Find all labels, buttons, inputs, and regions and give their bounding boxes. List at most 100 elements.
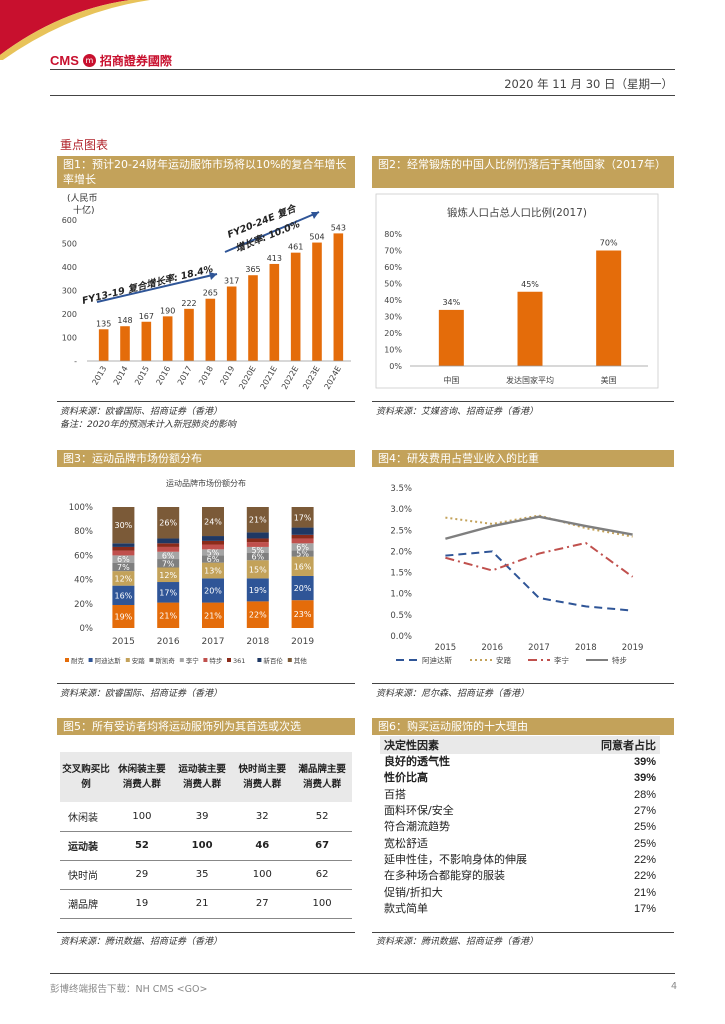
table-row: 延申性佳，不影响身体的伸展 22% xyxy=(380,852,660,868)
fig3-bar-segment xyxy=(112,543,135,547)
fig1-x-tick: 2023E xyxy=(301,365,322,392)
fig3-bar-segment xyxy=(112,546,135,551)
fig1-bar xyxy=(162,316,173,361)
fig4-series-line xyxy=(445,550,633,612)
fig3-bar-segment xyxy=(246,560,269,579)
fig3-x-tick: 2016 xyxy=(157,637,180,647)
fig3-data-label: 6% xyxy=(207,555,220,564)
fig2-chart: 锻炼人口占总人口比例(2017) 0% 10% 20% 30% 40% 50% 60% 70%… xyxy=(375,193,659,389)
fig5-cell: 39 xyxy=(171,802,233,832)
fig1-arrow1-head xyxy=(209,272,217,280)
logo-mark-icon: m xyxy=(82,54,96,67)
fig1-data-label: 504 xyxy=(309,233,324,242)
fig1-x-tick: 2019 xyxy=(218,365,236,387)
fig1-x-tick: 2015 xyxy=(133,365,151,387)
fig1-bar xyxy=(141,321,152,361)
fig1-y-tick: - xyxy=(74,357,77,366)
fig2-y-tick: 0% xyxy=(389,362,402,371)
fig6-table: 决定性因素 同意者占比 良好的透气性 39% 性价比高 39% 百搭 28% 面料环保/安全… xyxy=(380,736,660,917)
fig3-y-tick: 100% xyxy=(69,503,93,513)
fig6-title: 图6：购买运动服饰的十大理由 xyxy=(372,718,674,735)
fig6-share: 39% xyxy=(633,756,656,769)
fig1-data-label: 413 xyxy=(267,254,282,263)
fig3-bar-segment xyxy=(157,546,180,552)
table-row: 宽松舒适 25% xyxy=(380,835,660,851)
fig2-y-tick: 80% xyxy=(384,230,402,239)
fig4-source: 资料来源：尼尔森、招商证券（香港） xyxy=(376,689,530,699)
fig3-legend-swatch xyxy=(179,658,184,662)
fig3-bar-segment xyxy=(246,532,269,539)
fig1-bar xyxy=(248,275,258,361)
fig3-data-label: 12% xyxy=(115,574,133,583)
fig3-data-label: 5% xyxy=(207,548,220,557)
fig5-col-header: 休闲装主要消费人群 xyxy=(112,752,172,802)
fig1-y-tick: 400 xyxy=(62,263,77,272)
fig3-data-label: 17% xyxy=(159,588,177,597)
fig1-bar xyxy=(98,329,109,361)
fig1-bar xyxy=(333,233,344,361)
fig3-bar-segment xyxy=(157,567,180,583)
fig3-bar-segment xyxy=(157,559,180,568)
fig2-bar xyxy=(596,250,622,366)
fig6-reason: 性价比高 xyxy=(384,771,428,785)
fig1-bar xyxy=(290,252,301,361)
fig3-legend-swatch xyxy=(227,658,231,662)
fig6-reason: 宽松舒适 xyxy=(384,836,428,850)
fig2-y-tick: 60% xyxy=(384,263,402,272)
fig3-bar-segment xyxy=(157,543,180,547)
fig1-bar xyxy=(226,286,237,361)
company-logo: CMS m 招商證券國際 xyxy=(50,52,172,69)
fig4-series-line xyxy=(445,541,634,578)
fig3-bar-segment xyxy=(202,540,224,545)
fig1-x-tick: 2022E xyxy=(280,365,301,392)
fig4-y-tick: 2.0% xyxy=(390,547,412,557)
table-row: 良好的透气性 39% xyxy=(380,754,660,770)
fig5-table: 交叉购买比例 休闲装主要消费人群 运动装主要消费人群 快时尚主要消费人群 潮品牌… xyxy=(60,752,352,919)
header-rule xyxy=(50,69,675,70)
fig3-legend-swatch xyxy=(203,658,208,662)
fig2-data-label: 70% xyxy=(600,239,618,248)
table-row: 款式简单 17% xyxy=(380,901,660,917)
fig3-chart: 运动品牌市场份额分布 0% 20% 40% 60% 80% 100% 19% 16% 12% 7… xyxy=(65,478,314,665)
fig4-y-tick: 1.0% xyxy=(390,590,412,600)
fig2-title: 图2：经常锻炼的中国人比例仍落后于其他国家（2017年） xyxy=(372,156,674,188)
fig6-bottom-rule xyxy=(372,932,674,933)
fig3-data-label: 6% xyxy=(251,553,264,562)
fig5-cell: 100 xyxy=(171,831,233,861)
fig3-bar-segment xyxy=(157,582,180,603)
fig3-legend-label: 安踏 xyxy=(132,656,146,665)
fig3-y-tick: 0% xyxy=(80,624,94,634)
fig5-cell: 62 xyxy=(292,860,352,890)
table-row: 在多种场合都能穿的服装 22% xyxy=(380,868,660,884)
fig5-col-header: 运动装主要消费人群 xyxy=(171,752,233,802)
fig6-share: 22% xyxy=(633,853,656,866)
fig5-row-label: 运动装 xyxy=(60,831,112,861)
fig1-bar xyxy=(205,298,216,361)
fig6-header-row: 决定性因素 同意者占比 xyxy=(380,736,660,754)
fig1-x-tick: 2020E xyxy=(237,365,258,392)
fig1-data-label: 265 xyxy=(203,289,218,298)
fig3-bar-segment xyxy=(246,552,269,561)
fig3-y-tick: 80% xyxy=(74,527,93,537)
fig1-data-label: 543 xyxy=(331,223,346,232)
report-date: 2020 年 11 月 30 日（星期一） xyxy=(504,77,673,91)
fig3-legend-label: 阿迪达斯 xyxy=(95,656,122,665)
fig2-bar xyxy=(438,309,464,366)
fig2-source: 资料来源：艾媒咨询、招商证券（香港） xyxy=(376,407,539,417)
logo-chinese: 招商證券國際 xyxy=(99,54,172,68)
fig6-share: 21% xyxy=(633,886,656,899)
fig3-legend-label: 特步 xyxy=(209,656,223,665)
fig6-share: 27% xyxy=(633,805,656,818)
fig2-x-tick: 中国 xyxy=(443,375,459,385)
fig4-y-tick: 1.5% xyxy=(390,569,412,579)
fig4-y-tick: 0.0% xyxy=(390,632,412,642)
fig3-legend-swatch xyxy=(88,658,93,662)
fig3-data-label: 21% xyxy=(249,516,267,525)
footer-rule xyxy=(50,973,675,974)
fig6-reason: 款式简单 xyxy=(384,901,428,915)
fig3-bottom-rule xyxy=(57,683,355,684)
fig3-bar-segment xyxy=(202,602,224,628)
fig2-bottom-rule xyxy=(372,401,674,402)
fig1-unit-line1: (人民币 xyxy=(67,193,98,204)
fig5-cell: 19 xyxy=(112,889,172,919)
